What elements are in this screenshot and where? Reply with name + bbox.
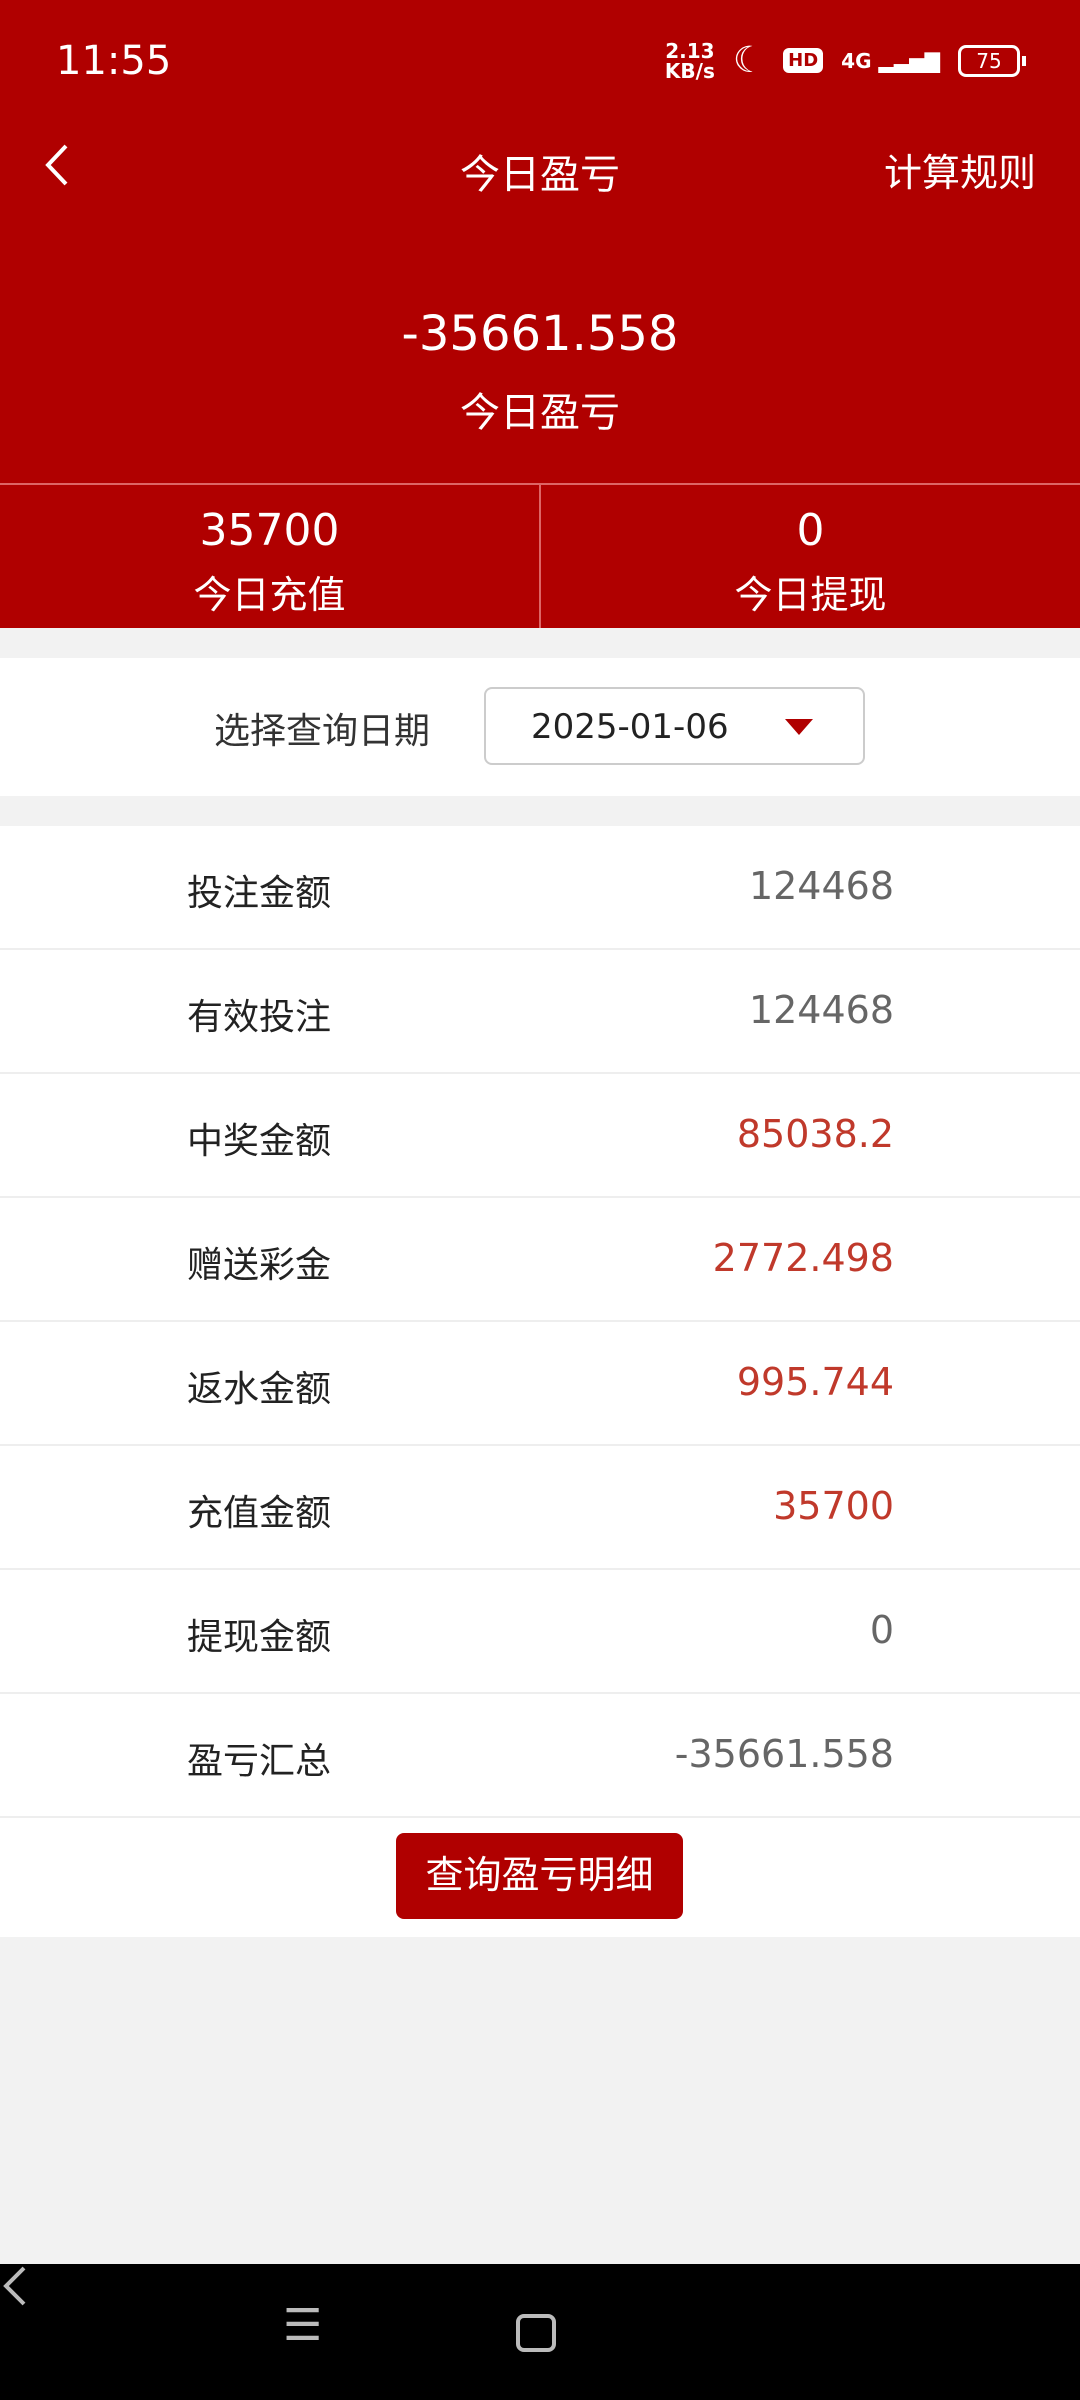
rules-link[interactable]: 计算规则 (883, 151, 1036, 195)
profit-value: -35661.558 (401, 306, 679, 362)
list-item: 盈亏汇总 -35661.558 (0, 1694, 1080, 1818)
list-item: 赠送彩金 2772.498 (0, 1198, 1080, 1322)
caret-down-icon (785, 719, 813, 735)
list-item: 有效投注 124468 (0, 950, 1080, 1074)
list-item: 投注金额 124468 (0, 826, 1080, 950)
list-item: 提现金额 0 (0, 1570, 1080, 1694)
signal-icon: 4G ▂▃▅▇ (841, 48, 940, 73)
system-nav-bar: ☰ (0, 2264, 1080, 2400)
date-row: 选择查询日期 2025-01-06 (0, 658, 1080, 796)
back-nav-icon[interactable] (0, 2264, 30, 2308)
stat-withdraw: 0 今日提现 (734, 505, 887, 617)
header: 11:55 2.13 KB/s ☾ HD 4G ▂▃▅▇ 75 今日盈亏 计算规则… (0, 0, 1080, 628)
back-icon[interactable] (36, 140, 86, 190)
network-speed: 2.13 KB/s (664, 38, 715, 83)
query-details-button[interactable]: 查询盈亏明细 (396, 1833, 683, 1919)
date-label: 选择查询日期 (214, 711, 431, 752)
home-icon[interactable] (516, 2314, 556, 2352)
stat-recharge: 35700 今日充值 (0, 485, 541, 628)
page-title: 今日盈亏 (460, 152, 620, 198)
moon-icon: ☾ (732, 40, 766, 81)
nav-bar: 今日盈亏 计算规则 (0, 120, 1080, 210)
profit-label: 今日盈亏 (460, 390, 620, 436)
list-item: 中奖金额 85038.2 (0, 1074, 1080, 1198)
list-item: 充值金额 35700 (0, 1446, 1080, 1570)
list-item: 返水金额 995.744 (0, 1322, 1080, 1446)
status-bar: 11:55 2.13 KB/s ☾ HD 4G ▂▃▅▇ 75 (0, 0, 1080, 130)
stats-row: 35700 今日充值 0 今日提现 (0, 483, 1080, 628)
clock: 11:55 (56, 38, 172, 84)
battery-icon: 75 (958, 44, 1026, 77)
date-select[interactable]: 2025-01-06 (484, 687, 865, 765)
menu-icon[interactable]: ☰ (283, 2300, 323, 2351)
detail-list: 投注金额 124468 有效投注 124468 中奖金额 85038.2 赠送彩金 27… (0, 826, 1080, 1937)
hd-icon: HD (783, 48, 824, 73)
